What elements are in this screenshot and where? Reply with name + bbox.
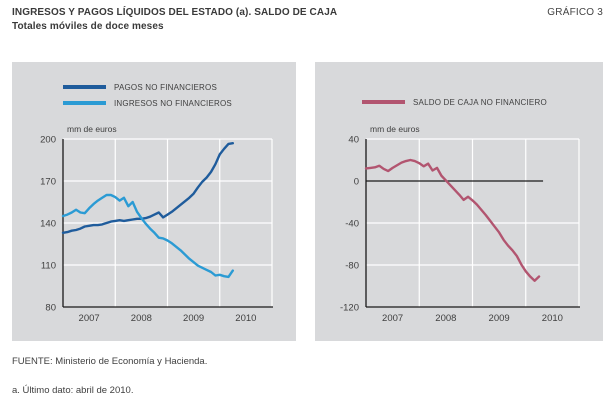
pagos-line-swatch: [63, 85, 106, 89]
legend-item-ingresos: INGRESOS NO FINANCIEROS: [63, 96, 232, 110]
chart-title: INGRESOS Y PAGOS LÍQUIDOS DEL ESTADO (a)…: [12, 7, 338, 18]
x-tick-label: 2008: [131, 313, 152, 324]
series-line-ingresos: [61, 193, 235, 279]
y-tick-label: -80: [345, 261, 359, 272]
legend-item-saldo: SALDO DE CAJA NO FINANCIERO: [362, 95, 547, 109]
y-tick-label: 0: [354, 177, 359, 188]
source-note: FUENTE: Ministerio de Economía y Haciend…: [12, 356, 208, 367]
ingresos-line-swatch: [63, 101, 106, 105]
panel-saldo-caja: SALDO DE CAJA NO FINANCIERO mm de euros …: [315, 62, 603, 341]
legend-item-pagos: PAGOS NO FINANCIEROS: [63, 80, 232, 94]
legend-label-saldo: SALDO DE CAJA NO FINANCIERO: [413, 97, 547, 107]
y-tick-label: 80: [45, 303, 56, 314]
legend-label-ingresos: INGRESOS NO FINANCIEROS: [114, 98, 232, 108]
x-tick-label: 2009: [183, 313, 204, 324]
x-tick-label: 2007: [382, 313, 403, 324]
series-line-pagos: [61, 141, 235, 235]
y-axis-unit-left: mm de euros: [67, 124, 117, 134]
footnote: a. Último dato: abril de 2010.: [12, 385, 134, 396]
figure-number-label: GRÁFICO 3: [547, 7, 603, 18]
line-chart-saldo-caja: -120 -80 -40 0 40 2007 2008 2009 2010: [340, 135, 580, 324]
x-tick-label: 2010: [542, 313, 563, 324]
x-tick-label: 2007: [79, 313, 100, 324]
panel-ingresos-pagos: PAGOS NO FINANCIEROS INGRESOS NO FINANCI…: [12, 62, 296, 341]
series-line-saldo: [364, 158, 541, 282]
chart-subtitle: Totales móviles de doce meses: [12, 21, 164, 32]
y-tick-label: 200: [40, 135, 56, 146]
y-tick-label: 140: [40, 219, 56, 230]
line-chart-ingresos-pagos: 80 110 140 170 200 2007 2008 2009 2010: [40, 135, 273, 324]
legend-right: SALDO DE CAJA NO FINANCIERO: [362, 95, 547, 111]
y-tick-label: -120: [340, 303, 359, 314]
x-tick-label: 2008: [435, 313, 456, 324]
x-tick-label: 2010: [235, 313, 256, 324]
x-tick-label: 2009: [489, 313, 510, 324]
y-axis-unit-right: mm de euros: [370, 124, 420, 134]
legend-label-pagos: PAGOS NO FINANCIEROS: [114, 82, 217, 92]
saldo-line-swatch: [362, 100, 405, 104]
legend-left: PAGOS NO FINANCIEROS INGRESOS NO FINANCI…: [63, 80, 232, 112]
y-tick-label: 170: [40, 177, 56, 188]
y-tick-label: 40: [348, 135, 359, 146]
y-tick-label: 110: [41, 261, 56, 272]
y-tick-label: -40: [345, 219, 359, 230]
